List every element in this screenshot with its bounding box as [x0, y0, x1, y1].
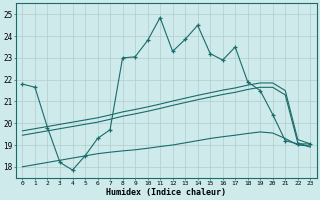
X-axis label: Humidex (Indice chaleur): Humidex (Indice chaleur) [106, 188, 226, 197]
